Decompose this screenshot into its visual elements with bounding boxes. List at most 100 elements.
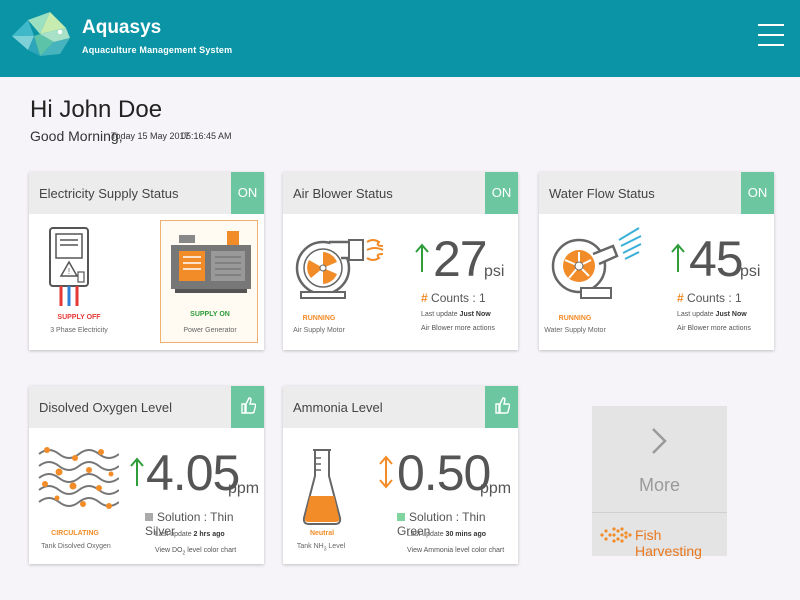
air-blower-state: RUNNING <box>302 315 336 322</box>
ammonia-label-sub: 3 <box>323 546 327 553</box>
counts: # Counts : 1 <box>677 291 742 305</box>
ammonia-label: Tank NH3 Level <box>283 543 359 552</box>
arrow-up-icon <box>671 243 685 272</box>
oxygen-bubbles-icon <box>38 447 119 509</box>
last-update-value: Just Now <box>715 311 747 318</box>
app-header: Aquasys Aquaculture Management System <box>0 0 800 77</box>
electric-panel-icon: ! <box>49 227 89 306</box>
air-blower-card[interactable]: Air Blower Status ON RUNNING Air Supply … <box>283 172 518 350</box>
arrow-up-icon <box>130 457 144 486</box>
pressure-unit: psi <box>740 263 761 280</box>
more-card[interactable]: More Fish Harvesting <box>592 406 727 559</box>
generator-panel[interactable]: SUPPLY ON Power Generator <box>160 220 258 343</box>
oxygen-label: Tank Disolved Oxygen <box>41 543 111 550</box>
card-header: Disolved Oxygen Level <box>29 386 264 428</box>
thumbs-up-icon <box>485 386 518 428</box>
chart-link-sub: 2 <box>182 550 186 557</box>
last-update-label: Last update <box>407 531 444 538</box>
card-title: Air Blower Status <box>293 186 393 201</box>
water-flow-state: RUNNING <box>558 315 592 322</box>
pressure-value: 27 <box>433 231 488 287</box>
last-update: Last update Just Now <box>421 311 491 318</box>
counts: # Counts : 1 <box>421 291 486 305</box>
solution-swatch <box>145 513 153 521</box>
card-title: Water Flow Status <box>549 186 655 201</box>
pressure-unit: psi <box>484 263 505 280</box>
status-badge: ON <box>231 172 264 214</box>
svg-text:!: ! <box>68 267 70 276</box>
air-blower-label: Air Supply Motor <box>293 327 345 334</box>
current-date: Today 15 May 2017 <box>111 131 190 141</box>
more-actions-link[interactable]: Air Blower more actions <box>677 325 751 332</box>
oxygen-card[interactable]: Disolved Oxygen Level CIRCULATING Tank D… <box>29 386 264 564</box>
ammonia-value: 0.50 <box>397 445 491 501</box>
counts-text: Counts : 1 <box>431 291 486 305</box>
card-title: Electricity Supply Status <box>39 186 179 201</box>
greeting-title: Hi John Doe <box>30 96 163 123</box>
chart-link-text: View DO <box>155 547 183 554</box>
card-header: Water Flow Status ON <box>539 172 774 214</box>
chevron-right-icon[interactable] <box>650 426 668 456</box>
card-title: Ammonia Level <box>293 400 383 415</box>
ammonia-state: Neutral <box>309 530 335 537</box>
counts-text: Counts : 1 <box>687 291 742 305</box>
electricity-card[interactable]: Electricity Supply Status ON ! SUPPLY OF… <box>29 172 264 350</box>
ammonia-card[interactable]: Ammonia Level Neutral Tank NH3 Level 0.5… <box>283 386 518 564</box>
fish-harvesting-button[interactable]: Fish Harvesting <box>592 512 727 559</box>
last-update: Last update Just Now <box>677 311 747 318</box>
hamburger-menu-icon[interactable] <box>758 24 784 50</box>
ammonia-label-text: Tank NH <box>296 543 324 550</box>
generator-label: Power Generator <box>183 327 237 334</box>
app-name: Aquasys <box>82 17 162 38</box>
last-update-value: 2 hrs ago <box>193 531 225 538</box>
fish-dots-icon <box>600 527 632 543</box>
last-update-value: Just Now <box>459 311 491 318</box>
solution-swatch <box>397 513 405 521</box>
last-update-label: Last update <box>155 531 192 538</box>
water-pump-icon <box>551 227 642 299</box>
solution: Solution : Thin Silver <box>145 510 264 538</box>
oxygen-unit: ppm <box>228 480 260 497</box>
last-update: Last update 30 mins ago <box>407 531 486 538</box>
pressure-value: 45 <box>689 231 744 287</box>
chart-link-text-end: level color chart <box>185 547 237 554</box>
card-title: Disolved Oxygen Level <box>39 400 172 415</box>
ammonia-unit: ppm <box>480 480 512 497</box>
last-update-label: Last update <box>677 311 714 318</box>
last-update: Last update 2 hrs ago <box>155 531 225 538</box>
color-chart-link[interactable]: View DO2 level color chart <box>155 547 236 556</box>
air-blower-icon <box>295 239 384 299</box>
oxygen-state: CIRCULATING <box>51 530 99 537</box>
thumbs-up-icon <box>231 386 264 428</box>
solution-text: Solution : Thin Silver <box>145 510 234 538</box>
card-header: Ammonia Level <box>283 386 518 428</box>
more-actions-link[interactable]: Air Blower more actions <box>421 325 495 332</box>
color-chart-link[interactable]: View Ammonia level color chart <box>407 547 505 554</box>
solution-text: Solution : Thin Green <box>397 510 486 538</box>
electricity-label: 3 Phase Electricity <box>50 327 108 334</box>
app-subtitle: Aquaculture Management System <box>82 45 233 55</box>
fish-logo-icon <box>12 12 70 56</box>
flask-icon <box>302 449 342 525</box>
generator-state: SUPPLY ON <box>190 311 230 318</box>
arrow-up-icon <box>415 243 429 272</box>
greeting-subtitle: Good Morning, <box>30 128 123 144</box>
water-flow-label: Water Supply Motor <box>544 327 606 334</box>
arrow-up-down-icon <box>379 455 393 489</box>
water-flow-card[interactable]: Water Flow Status ON RUNNING Water Suppl… <box>539 172 774 350</box>
hash-icon: # <box>677 291 684 305</box>
current-time: 05:16:45 AM <box>181 131 232 141</box>
oxygen-value: 4.05 <box>146 445 240 501</box>
hash-icon: # <box>421 291 428 305</box>
generator-icon <box>171 231 251 293</box>
card-header: Air Blower Status ON <box>283 172 518 214</box>
status-badge: ON <box>741 172 774 214</box>
ammonia-label-text-end: Level <box>326 543 346 550</box>
electricity-state: SUPPLY OFF <box>57 314 101 321</box>
last-update-label: Last update <box>421 311 458 318</box>
status-badge: ON <box>485 172 518 214</box>
solution: Solution : Thin Green <box>397 510 518 538</box>
more-button[interactable]: More <box>638 475 680 495</box>
last-update-value: 30 mins ago <box>445 531 487 538</box>
fish-harvesting-label: Fish Harvesting <box>635 527 702 559</box>
